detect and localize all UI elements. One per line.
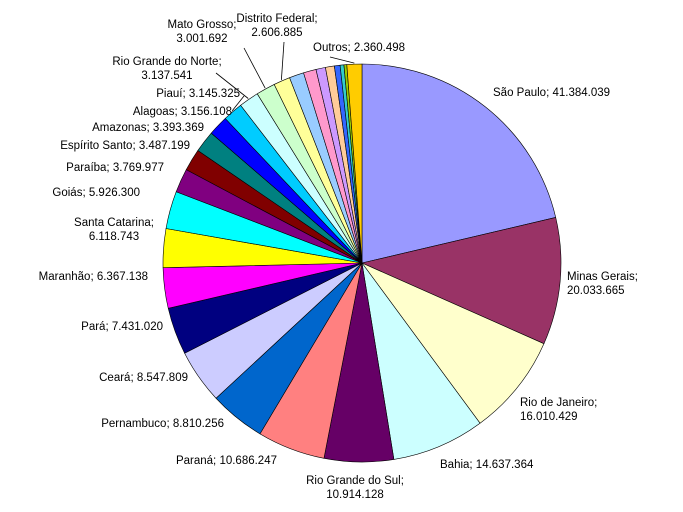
pie-slices bbox=[162, 63, 562, 463]
slice-label: Bahia; 14.637.364 bbox=[440, 459, 534, 471]
leader-line bbox=[215, 72, 249, 99]
leader-line bbox=[231, 95, 245, 112]
pie-slice bbox=[346, 63, 363, 264]
slice-label: Mato Grosso; 3.001.692 bbox=[167, 19, 236, 45]
slice-label: Santa Catarina; 6.118.743 bbox=[74, 217, 154, 243]
slice-label: Outros; 2.360.498 bbox=[313, 42, 405, 54]
pie-slice bbox=[361, 262, 481, 460]
slice-label: Pernambuco; 8.810.256 bbox=[101, 418, 224, 430]
slice-label: Paraná; 10.686.247 bbox=[176, 455, 277, 467]
slice-label: Ceará; 8.547.809 bbox=[99, 372, 188, 384]
slice-label: Amazonas; 3.393.369 bbox=[92, 122, 204, 134]
pie-slice bbox=[361, 217, 562, 345]
leader-line bbox=[243, 47, 266, 89]
slice-labels: São Paulo; 41.384.039 Minas Gerais; 20.033… bbox=[39, 13, 638, 501]
slice-label: Minas Gerais; 20.033.665 bbox=[567, 271, 638, 297]
slice-label: Maranhão; 6.367.138 bbox=[39, 271, 148, 283]
slice-label: Espírito Santo; 3.487.199 bbox=[60, 140, 190, 152]
slice-label: Goiás; 5.926.300 bbox=[52, 187, 140, 199]
slice-label: Paraíba; 3.769.977 bbox=[66, 162, 164, 174]
slice-label: São Paulo; 41.384.039 bbox=[493, 87, 610, 99]
pie-slice bbox=[361, 262, 545, 424]
slice-label: Distrito Federal; 2.606.885 bbox=[236, 13, 317, 39]
slice-label: Rio Grande do Sul; 10.914.128 bbox=[306, 475, 404, 501]
leader-line bbox=[329, 56, 355, 64]
slice-label: Piauí; 3.145.325 bbox=[156, 88, 240, 100]
slice-label: Rio Grande do Norte; 3.137.541 bbox=[112, 56, 221, 82]
leader-line bbox=[280, 41, 285, 80]
slice-label: Rio de Janeiro; 16.010.429 bbox=[520, 397, 597, 423]
slice-label: Alagoas; 3.156.108 bbox=[133, 106, 232, 118]
pie-slice bbox=[361, 63, 557, 264]
leader-lines bbox=[215, 41, 355, 112]
slice-label: Pará; 7.431.020 bbox=[81, 321, 163, 333]
